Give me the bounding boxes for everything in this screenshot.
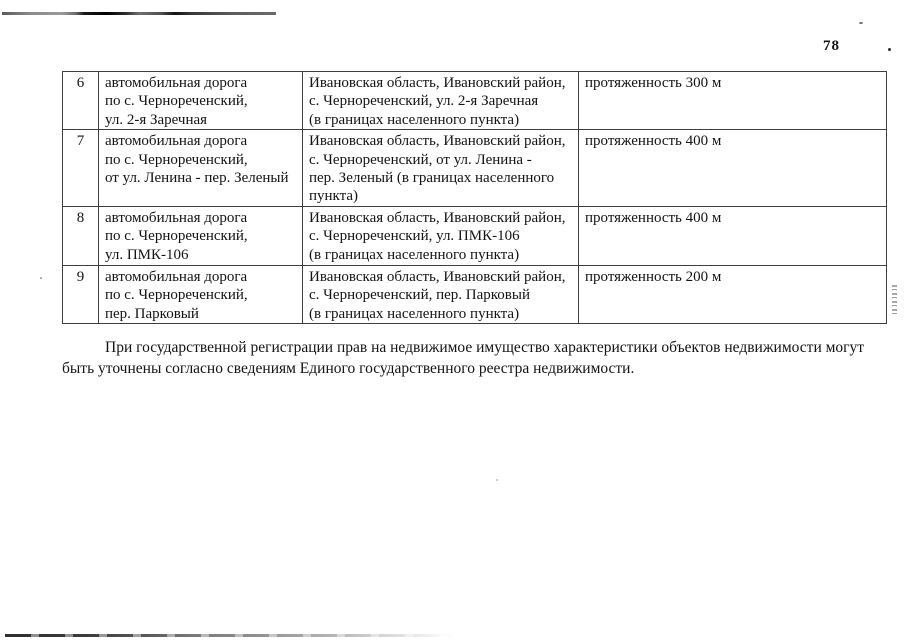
scan-streak-top (2, 12, 276, 15)
table-row: 8 автомобильная дорога по с. Чернореченс… (62, 205, 887, 266)
road-name-cell: автомобильная дорога по с. Чернореченски… (98, 129, 303, 207)
road-name-cell: автомобильная дорога по с. Чернореченски… (98, 205, 303, 266)
scan-speck (888, 48, 891, 51)
road-length-cell: протяженность 200 м (578, 264, 887, 325)
scan-artifact-vertical-text (892, 285, 897, 315)
road-name-cell: автомобильная дорога по с. Чернореченски… (98, 70, 303, 131)
road-location-cell: Ивановская область, Ивановский район, с.… (302, 264, 579, 325)
scan-speck (40, 277, 42, 279)
footer-paragraph-line: быть уточнены согласно сведениям Единого… (62, 359, 635, 377)
page-number: 78 (823, 38, 840, 54)
road-length-cell: протяженность 400 м (578, 205, 887, 266)
road-length-cell: протяженность 300 м (578, 70, 887, 131)
scan-speck (859, 22, 863, 24)
road-name-cell: автомобильная дорога по с. Чернореченски… (98, 264, 303, 325)
row-number-cell: 9 (62, 264, 99, 325)
road-length-cell: протяженность 400 м (578, 129, 887, 207)
row-number-cell: 8 (62, 205, 99, 266)
road-location-cell: Ивановская область, Ивановский район, с.… (302, 129, 579, 207)
roads-table: 6 автомобильная дорога по с. Чернореченс… (62, 70, 887, 325)
road-location-cell: Ивановская область, Ивановский район, с.… (302, 205, 579, 266)
table-row: 7 автомобильная дорога по с. Чернореченс… (62, 129, 887, 207)
road-location-cell: Ивановская область, Ивановский район, с.… (302, 70, 579, 131)
table-row: 9 автомобильная дорога по с. Чернореченс… (62, 264, 887, 325)
table-row: 6 автомобильная дорога по с. Чернореченс… (62, 70, 887, 131)
footer-paragraph: При государственной регистрации прав на … (62, 338, 865, 379)
row-number-cell: 6 (62, 70, 99, 131)
scan-speck (496, 479, 498, 481)
footer-paragraph-line: При государственной регистрации прав на … (105, 339, 865, 356)
row-number-cell: 7 (62, 129, 99, 207)
scan-streak-bottom (5, 634, 455, 637)
